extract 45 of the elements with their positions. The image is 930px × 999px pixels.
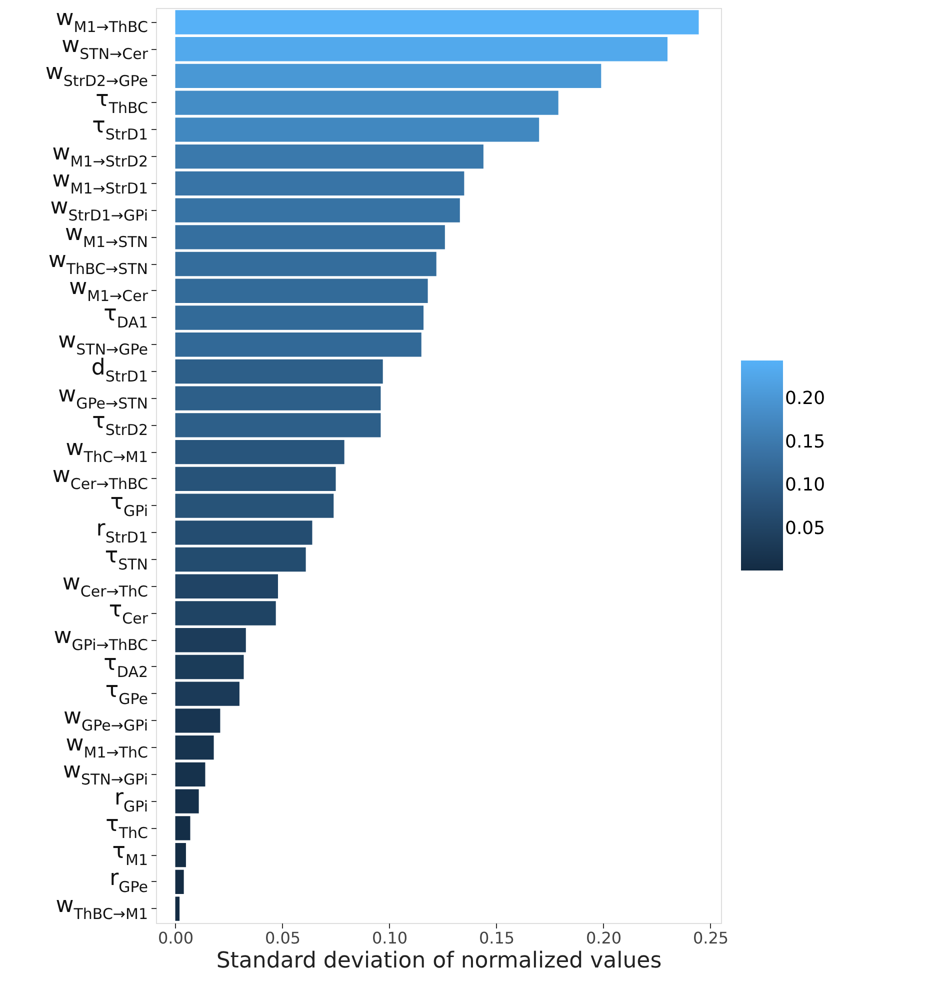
- bar: [175, 816, 190, 840]
- bar: [175, 359, 383, 384]
- bar: [175, 682, 240, 706]
- color-bar-label: 0.20: [785, 388, 826, 410]
- bar: [175, 842, 186, 868]
- bar: [175, 896, 180, 921]
- bar: [175, 440, 344, 464]
- bar: [175, 171, 464, 196]
- bar: [175, 601, 276, 626]
- color-bar-label: 0.05: [785, 518, 826, 539]
- bar: [175, 64, 602, 88]
- bar: [175, 225, 445, 250]
- x-tick-label: 0.25: [692, 928, 729, 948]
- x-axis-title: Standard deviation of normalized values: [216, 948, 662, 974]
- bar: [175, 628, 246, 652]
- bar: [175, 306, 424, 330]
- bar: [175, 413, 381, 438]
- x-tick-label: 0.00: [158, 928, 194, 948]
- x-tick-label: 0.10: [372, 928, 408, 948]
- bar: [175, 466, 336, 492]
- x-tick-label: 0.20: [586, 928, 622, 948]
- bar: [175, 386, 381, 410]
- bar: [175, 494, 334, 518]
- bar: [175, 654, 244, 680]
- bar: [175, 708, 220, 733]
- bar: [175, 144, 484, 169]
- bar: [175, 520, 312, 545]
- bar: [175, 90, 558, 115]
- bar: [175, 10, 699, 34]
- bar: [175, 870, 184, 894]
- x-tick-label: 0.05: [264, 928, 301, 948]
- bar: [175, 574, 278, 598]
- bar: [175, 37, 668, 62]
- color-bar-label: 0.15: [785, 431, 826, 452]
- bar: [175, 278, 428, 303]
- x-tick-label: 0.15: [478, 928, 515, 948]
- bar: [175, 198, 460, 222]
- bar: [175, 547, 306, 572]
- bar: [175, 118, 540, 142]
- bar: [175, 762, 206, 787]
- color-bar-label: 0.10: [785, 474, 826, 496]
- bar: [175, 332, 422, 357]
- bar: [175, 252, 436, 276]
- bar: [175, 789, 199, 814]
- bar: [175, 735, 214, 760]
